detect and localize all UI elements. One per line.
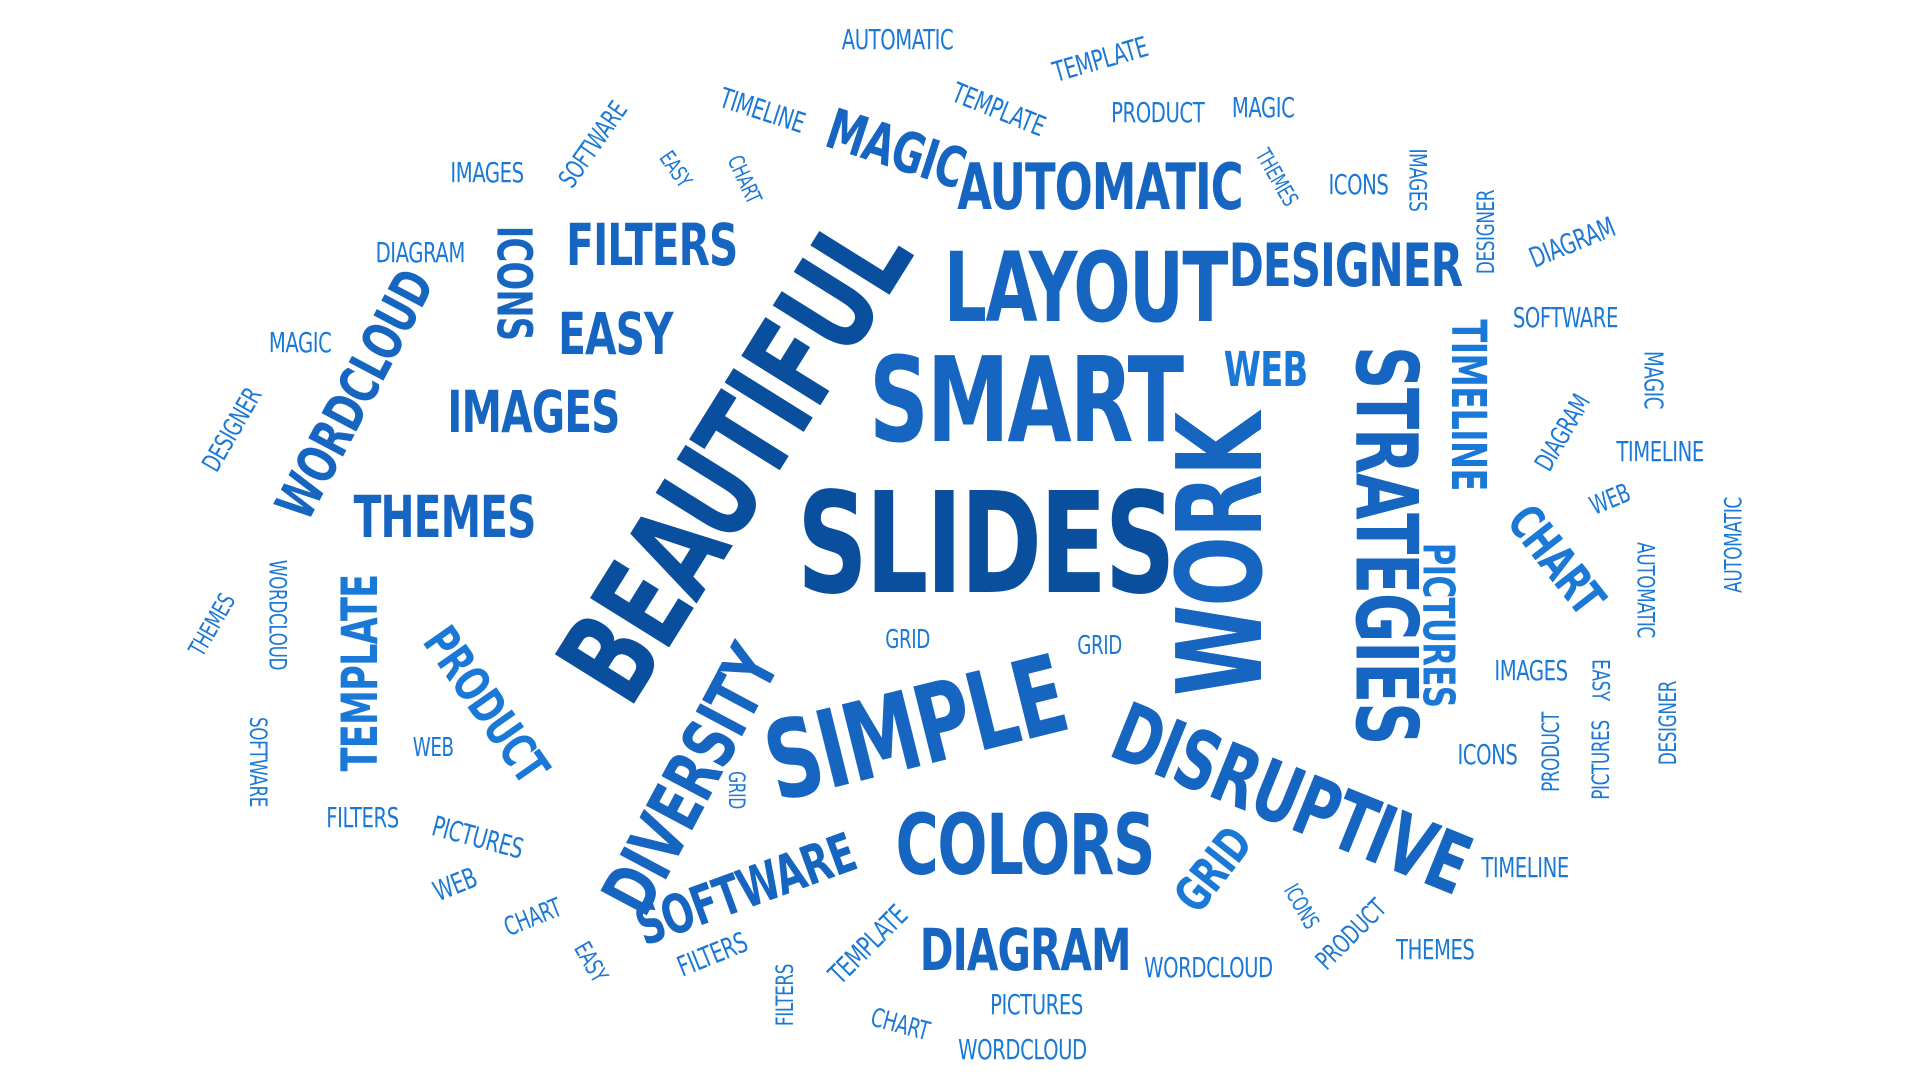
cloud-word-diagram: DIAGRAM: [1523, 210, 1620, 275]
cloud-word-easy: EASY: [567, 936, 613, 988]
cloud-word-designer: DESIGNER: [1472, 189, 1501, 275]
cloud-word-template: TEMPLATE: [331, 574, 390, 772]
cloud-word-pictures: PICTURES: [428, 809, 527, 866]
cloud-word-designer: DESIGNER: [1228, 231, 1462, 301]
cloud-word-software: SOFTWARE: [1512, 301, 1618, 334]
cloud-word-grid: GRID: [723, 771, 749, 809]
cloud-word-icons: ICONS: [1278, 880, 1324, 934]
cloud-word-web: WEB: [1223, 342, 1307, 398]
cloud-word-icons: ICONS: [1327, 168, 1388, 201]
cloud-word-timeline: TIMELINE: [1616, 435, 1704, 468]
cloud-word-easy: EASY: [653, 146, 696, 193]
cloud-word-chart: CHART: [499, 892, 567, 944]
cloud-word-diagram: DIAGRAM: [919, 916, 1132, 984]
cloud-word-template: TEMPLATE: [821, 898, 914, 991]
cloud-word-work: WORK: [1150, 413, 1289, 697]
cloud-word-images: IMAGES: [446, 378, 620, 446]
cloud-word-icons: ICONS: [484, 225, 541, 341]
cloud-word-wordcloud: WORDCLOUD: [957, 1033, 1087, 1066]
cloud-word-automatic: AUTOMATIC: [841, 23, 953, 56]
cloud-word-layout: LAYOUT: [943, 232, 1227, 344]
cloud-word-web: WEB: [1585, 478, 1635, 522]
cloud-word-software: SOFTWARE: [552, 96, 634, 194]
cloud-word-images: IMAGES: [450, 156, 524, 189]
cloud-word-simple: SIMPLE: [752, 632, 1078, 827]
cloud-word-grid: GRID: [884, 625, 930, 655]
cloud-word-web: WEB: [412, 733, 454, 763]
cloud-word-images: IMAGES: [1402, 148, 1431, 212]
cloud-word-magic: MAGIC: [817, 96, 972, 203]
cloud-word-product: PRODUCT: [1309, 893, 1393, 977]
cloud-word-template: TEMPLATE: [946, 76, 1050, 144]
cloud-word-timeline: TIMELINE: [1481, 851, 1569, 884]
cloud-word-wordcloud: WORDCLOUD: [1143, 951, 1273, 984]
cloud-word-themes: THEMES: [353, 483, 536, 551]
cloud-word-themes: THEMES: [1249, 144, 1302, 211]
cloud-word-product: PRODUCT: [1110, 96, 1205, 129]
cloud-word-images: IMAGES: [1494, 654, 1568, 687]
cloud-word-template: TEMPLATE: [1048, 30, 1152, 89]
cloud-word-easy: EASY: [557, 300, 673, 368]
cloud-word-chart: CHART: [867, 1002, 933, 1048]
cloud-word-easy: EASY: [1586, 659, 1615, 701]
cloud-word-automatic: AUTOMATIC: [1630, 542, 1659, 638]
cloud-word-filters: FILTERS: [566, 211, 738, 279]
cloud-word-timeline: TIMELINE: [715, 81, 809, 140]
cloud-word-wordcloud: WORDCLOUD: [263, 559, 292, 671]
cloud-word-themes: THEMES: [183, 588, 242, 662]
cloud-word-web: WEB: [428, 860, 482, 909]
cloud-word-diagram: DIAGRAM: [1529, 389, 1597, 477]
cloud-word-chart: CHART: [721, 151, 766, 208]
cloud-word-grid: GRID: [1162, 816, 1263, 924]
cloud-word-product: PRODUCT: [1537, 712, 1566, 792]
cloud-word-slides: SLIDES: [797, 463, 1175, 626]
cloud-word-magic: MAGIC: [1231, 91, 1295, 124]
cloud-word-software: SOFTWARE: [243, 716, 272, 808]
cloud-word-pictures: PICTURES: [1411, 542, 1463, 708]
cloud-word-pictures: PICTURES: [1586, 720, 1615, 800]
cloud-word-automatic: AUTOMATIC: [957, 151, 1243, 225]
cloud-word-magic: MAGIC: [268, 326, 332, 359]
cloud-word-automatic: AUTOMATIC: [1718, 497, 1747, 593]
cloud-word-timeline: TIMELINE: [1439, 319, 1496, 491]
cloud-word-smart: SMART: [868, 331, 1184, 469]
cloud-word-colors: COLORS: [895, 796, 1155, 894]
cloud-word-filters: FILTERS: [325, 801, 399, 834]
cloud-word-designer: DESIGNER: [1654, 680, 1683, 766]
cloud-word-filters: FILTERS: [770, 963, 799, 1027]
cloud-word-designer: DESIGNER: [196, 382, 268, 478]
cloud-word-magic: MAGIC: [1636, 350, 1667, 410]
cloud-word-diagram: DIAGRAM: [375, 236, 465, 269]
cloud-word-pictures: PICTURES: [989, 988, 1083, 1021]
cloud-word-themes: THEMES: [1395, 933, 1475, 966]
cloud-word-icons: ICONS: [1456, 738, 1517, 771]
cloud-word-grid: GRID: [1076, 631, 1122, 661]
